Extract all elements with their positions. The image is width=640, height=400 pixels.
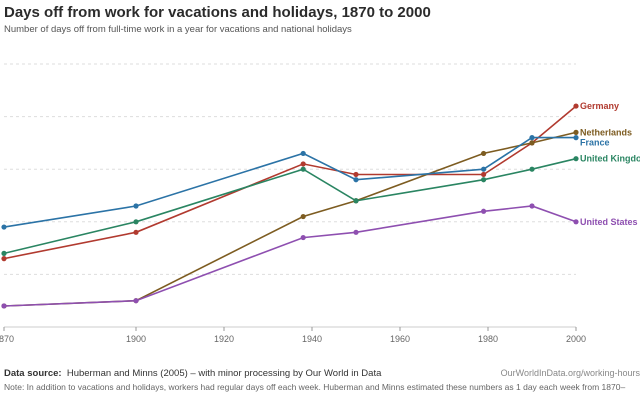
x-tick-label: 1870 (0, 334, 14, 344)
data-point[interactable] (133, 229, 139, 235)
series-label-germany: Germany (580, 101, 619, 111)
data-point[interactable] (300, 150, 306, 157)
data-point[interactable] (481, 177, 487, 183)
data-point[interactable] (529, 140, 535, 146)
data-source-text: Huberman and Minns (2005) – with minor p… (66, 368, 382, 379)
series-line-united-kingdom[interactable] (3, 157, 577, 255)
data-point[interactable] (573, 135, 579, 141)
data-point[interactable] (1, 250, 7, 256)
chart-title: Days off from work for vacations and hol… (4, 4, 431, 21)
data-point[interactable] (573, 219, 579, 225)
data-point[interactable] (133, 203, 139, 209)
data-point[interactable] (481, 171, 487, 178)
data-point[interactable] (529, 166, 535, 172)
data-point[interactable] (573, 129, 579, 135)
x-tick-label: 1940 (302, 334, 322, 344)
data-source: Data source: Huberman and Minns (2005) –… (4, 368, 381, 379)
data-point[interactable] (573, 156, 579, 162)
series-label-united-kingdom: United Kingdom (580, 154, 640, 164)
data-point[interactable] (133, 219, 139, 225)
data-point[interactable] (353, 198, 359, 204)
data-point[interactable] (529, 203, 535, 209)
data-point[interactable] (133, 298, 139, 304)
data-point[interactable] (353, 171, 359, 178)
data-point[interactable] (1, 224, 7, 230)
source-url-link[interactable]: OurWorldInData.org/working-hours (500, 368, 640, 378)
series-label-united-states: United States (580, 217, 638, 227)
data-point[interactable] (300, 161, 306, 167)
data-point[interactable] (481, 208, 487, 214)
series-line-netherlands[interactable] (3, 131, 577, 307)
chart-subtitle: Number of days off from full-time work i… (4, 24, 352, 35)
series-line-france[interactable] (3, 136, 576, 228)
data-point[interactable] (300, 166, 306, 172)
series-label-france: France (580, 137, 610, 147)
series-label-netherlands: Netherlands (580, 127, 632, 137)
data-point[interactable] (481, 150, 487, 157)
x-tick-label: 1920 (214, 334, 234, 344)
data-point[interactable] (1, 303, 7, 309)
x-tick-label: 2000 (566, 334, 586, 344)
data-point[interactable] (481, 166, 487, 172)
data-point[interactable] (300, 234, 306, 241)
data-point[interactable] (529, 135, 535, 141)
data-point[interactable] (573, 103, 579, 109)
series-line-united-states[interactable] (3, 205, 577, 307)
x-tick-label: 1980 (478, 334, 498, 344)
data-point[interactable] (1, 256, 7, 262)
series-line-germany[interactable] (3, 105, 577, 260)
data-point[interactable] (300, 213, 306, 220)
footnote: Note: In addition to vacations and holid… (4, 382, 626, 392)
data-source-label: Data source: (4, 368, 62, 379)
data-point[interactable] (353, 229, 359, 235)
data-point[interactable] (353, 177, 359, 183)
x-tick-label: 1960 (390, 334, 410, 344)
x-tick-label: 1900 (126, 334, 146, 344)
